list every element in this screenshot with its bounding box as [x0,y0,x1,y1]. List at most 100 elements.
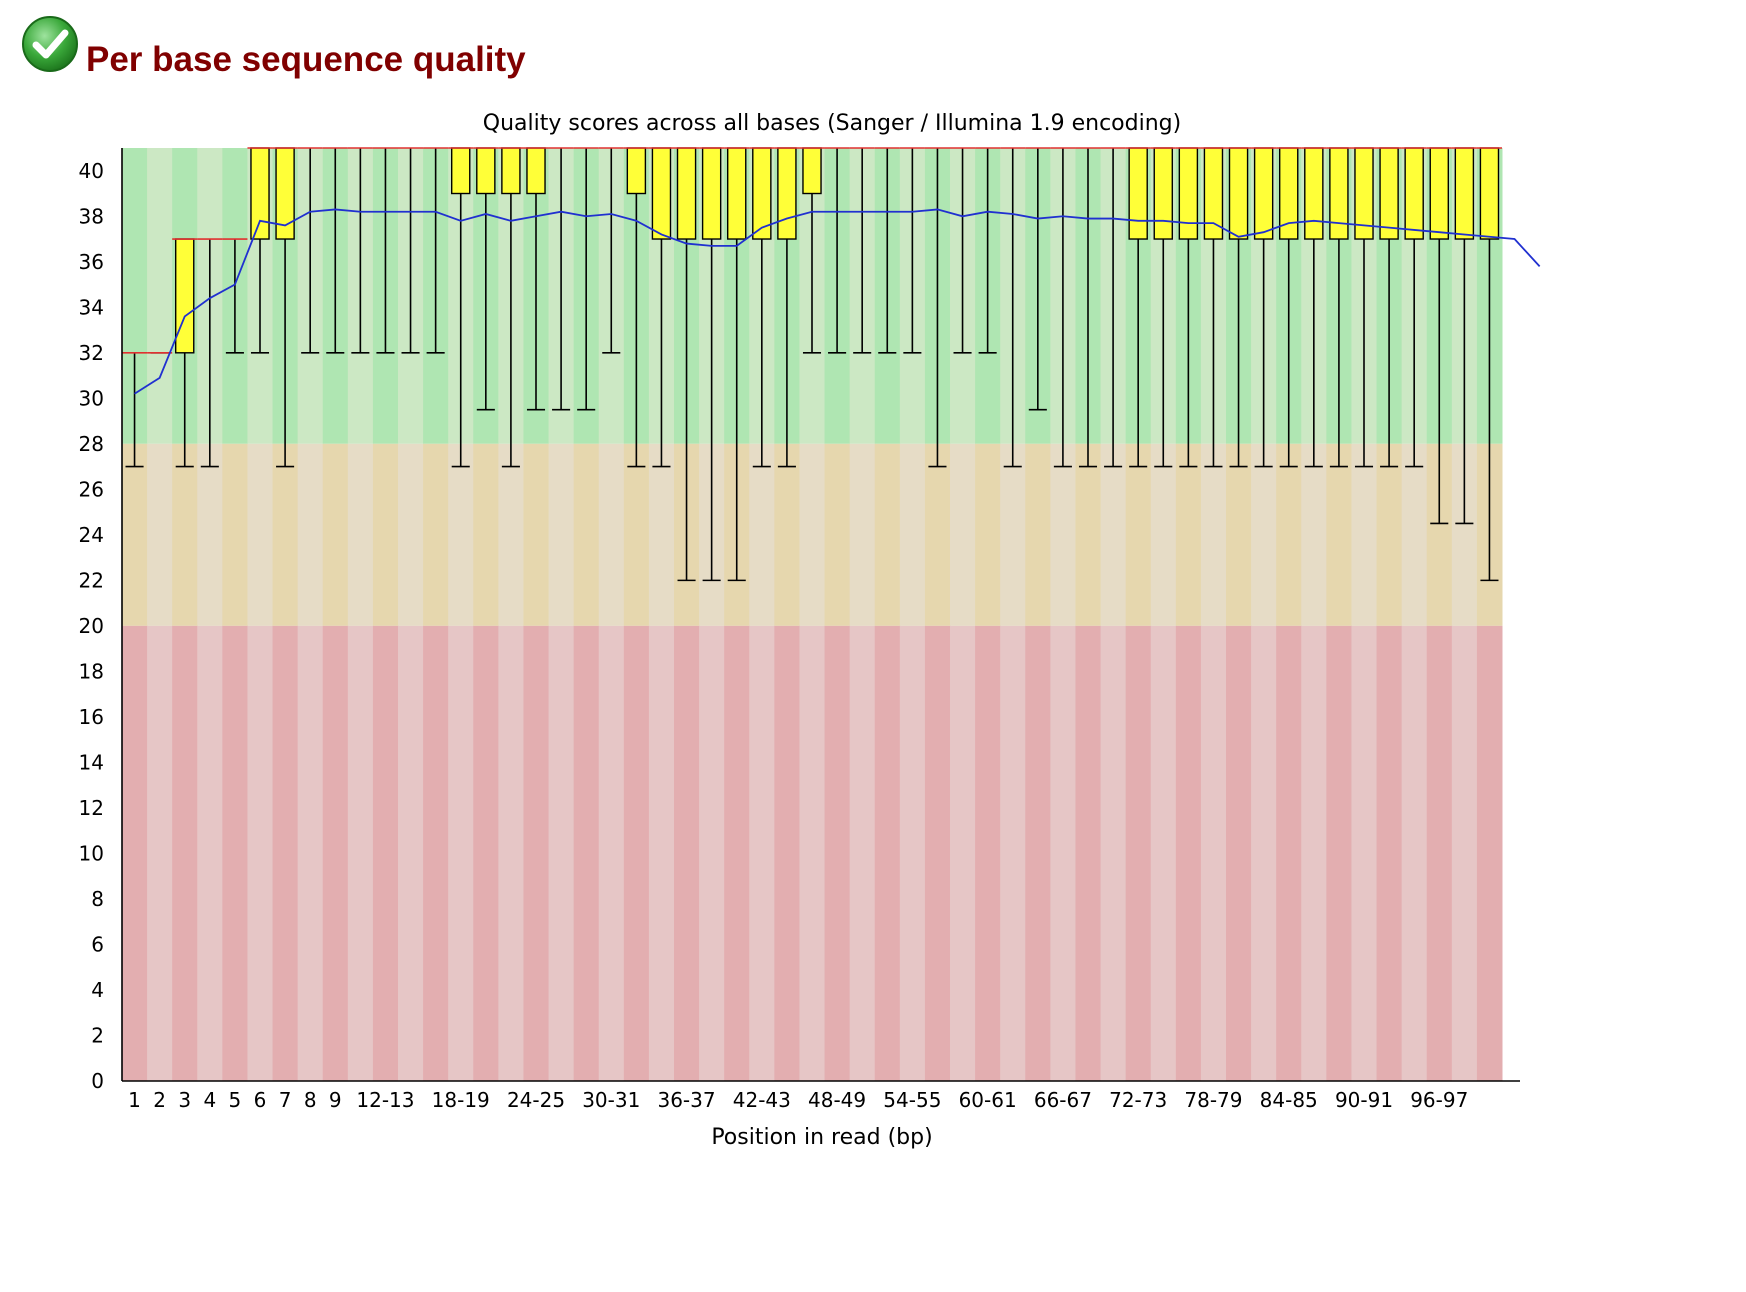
iqr-box [651,147,672,240]
zone-reasonable-stripe [448,443,474,626]
zone-reasonable-stripe [749,443,775,626]
chart-title: Quality scores across all bases (Sanger … [483,111,1181,136]
y-tick-label: 36 [79,250,104,274]
x-tick-label: 54-55 [883,1088,941,1112]
y-tick-label: 12 [79,796,104,820]
y-tick-label: 6 [91,932,104,956]
zone-poor-stripe [774,625,800,1081]
zone-reasonable-stripe [1150,443,1177,626]
zone-poor-stripe [448,625,474,1081]
zone-reasonable-stripe [824,443,851,626]
x-tick-label: 30-31 [582,1088,640,1112]
zone-poor-stripe [924,625,951,1081]
zone-poor-stripe [1100,625,1127,1081]
zone-poor-stripe [297,625,324,1081]
zone-reasonable-stripe [975,443,1001,626]
x-tick-label: 42-43 [733,1088,791,1112]
zone-poor-stripe [147,625,173,1081]
zone-poor-stripe [1401,625,1428,1081]
iqr-box [250,147,270,240]
zone-reasonable-stripe [950,443,976,626]
iqr-box [676,147,697,240]
x-tick-label: 9 [329,1088,342,1112]
zone-reasonable-stripe [272,443,299,626]
check-circle-icon [22,16,78,72]
y-tick-label: 22 [79,568,104,592]
zone-poor-stripe [1351,625,1378,1081]
zone-poor-stripe [423,625,449,1081]
zone-reasonable-stripe [1351,443,1378,626]
iqr-box [1203,147,1224,240]
iqr-box [1128,147,1148,240]
zone-reasonable-stripe [222,443,248,626]
zone-poor-stripe [573,625,600,1081]
zone-good-stripe [147,148,173,444]
zone-reasonable-stripe [1376,443,1403,626]
zone-poor-stripe [197,625,223,1081]
y-tick-label: 40 [79,159,104,183]
zone-poor-stripe [1150,625,1177,1081]
y-tick-label: 20 [79,614,104,638]
zone-reasonable-stripe [1226,443,1252,626]
y-tick-label: 10 [79,841,104,865]
y-tick-label: 14 [79,750,104,774]
zone-reasonable-stripe [1326,443,1352,626]
zone-reasonable-stripe [924,443,951,626]
zone-reasonable-stripe [548,443,575,626]
x-tick-label: 6 [254,1088,267,1112]
zone-reasonable-stripe [398,443,424,626]
zone-poor-stripe [1301,625,1327,1081]
x-tick-label: 72-73 [1109,1088,1167,1112]
iqr-box [1454,147,1475,240]
zone-reasonable-stripe [1125,443,1152,626]
module-title: Per base sequence quality [86,40,526,79]
iqr-box [450,147,471,195]
iqr-box [1479,147,1500,240]
zone-reasonable-stripe [1276,443,1302,626]
boxplot-marks [122,147,1502,582]
x-tick-label: 36-37 [657,1088,715,1112]
x-tick-label: 2 [153,1088,166,1112]
zone-poor-stripe [799,625,826,1081]
zone-poor-stripe [398,625,424,1081]
y-tick-label: 24 [79,523,104,547]
x-tick-label: 84-85 [1260,1088,1318,1112]
x-axis-label: Position in read (bp) [711,1125,932,1150]
zone-poor-stripe [623,625,650,1081]
y-tick-label: 32 [79,341,104,365]
zone-reasonable-stripe [172,443,198,626]
zone-poor-stripe [498,625,524,1081]
iqr-box [1253,147,1274,240]
zone-reasonable-stripe [372,443,399,626]
zone-poor-stripe [1175,625,1202,1081]
y-tick-label: 16 [79,705,104,729]
zone-reasonable-stripe [774,443,800,626]
zone-reasonable-stripe [247,443,274,626]
y-tick-label: 0 [91,1069,104,1093]
x-tick-label: 48-49 [808,1088,866,1112]
zone-poor-stripe [674,625,700,1081]
x-tick-label: 66-67 [1034,1088,1092,1112]
zone-poor-stripe [1075,625,1102,1081]
zone-reasonable-stripe [623,443,650,626]
iqr-box [777,147,797,240]
zone-poor-stripe [1226,625,1252,1081]
zone-reasonable-stripe [648,443,675,626]
zone-reasonable-stripe [473,443,499,626]
x-tick-label: 8 [304,1088,317,1112]
zone-reasonable-stripe [1100,443,1127,626]
zone-poor-stripe [1426,625,1453,1081]
iqr-box [501,147,521,195]
iqr-box [626,147,647,195]
y-tick-label: 2 [91,1023,104,1047]
zone-poor-stripe [1376,625,1403,1081]
zone-poor-stripe [473,625,499,1081]
zone-poor-stripe [523,625,550,1081]
iqr-box [174,238,195,354]
zone-reasonable-stripe [1075,443,1102,626]
zone-poor-stripe [849,625,876,1081]
zone-reasonable-stripe [1200,443,1227,626]
iqr-box [726,147,747,240]
zone-poor-stripe [598,625,625,1081]
